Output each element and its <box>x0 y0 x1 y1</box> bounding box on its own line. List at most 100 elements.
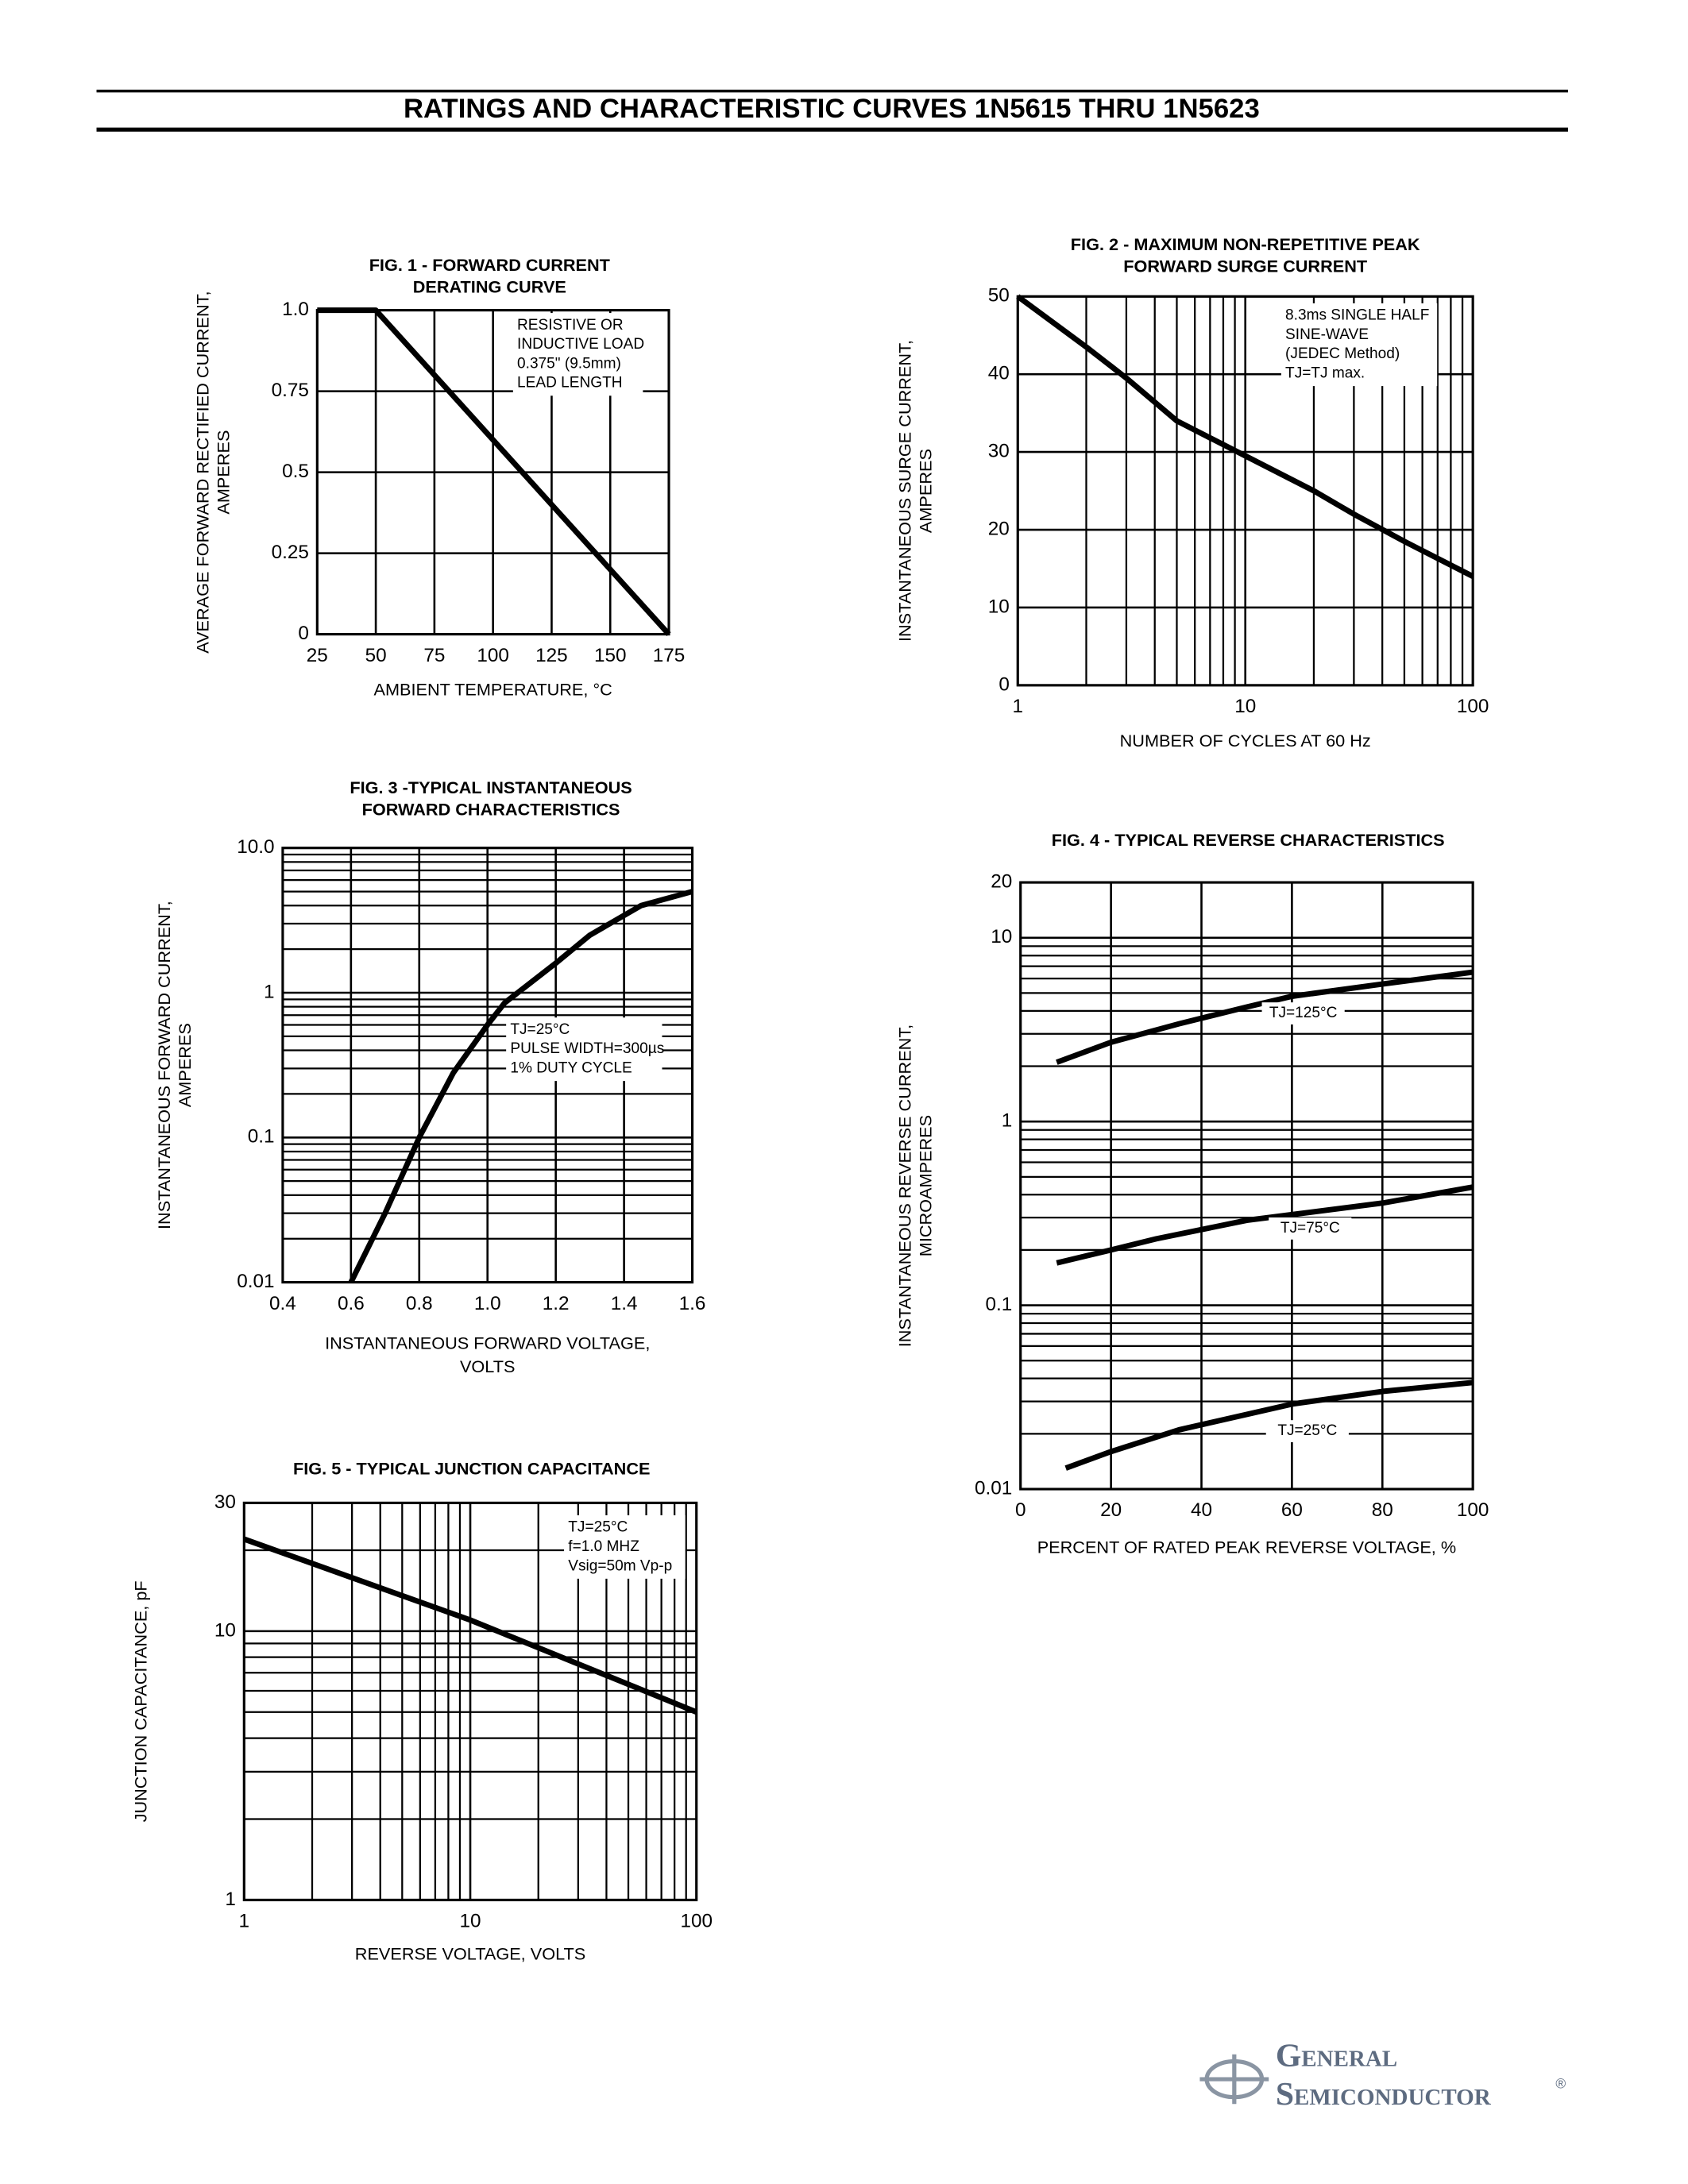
x-tick-label: 10 <box>1234 696 1256 717</box>
annotation: TJ=25°C <box>510 1021 570 1038</box>
x-tick-label: 150 <box>594 645 627 666</box>
annotation-box <box>564 1515 686 1579</box>
x-tick-label: 1.2 <box>543 1293 570 1314</box>
brand-line: Semiconductor <box>1276 2076 1492 2113</box>
y-tick-label: 30 <box>988 441 1010 462</box>
y-tick-label: 0.01 <box>237 1271 274 1292</box>
annotation: Vsig=50m Vp-p <box>568 1557 672 1574</box>
y-tick-label: 0.01 <box>975 1477 1012 1499</box>
curve <box>317 307 671 636</box>
annotation: 8.3ms SINGLE HALF <box>1285 307 1429 324</box>
y-axis-label: MICROAMPERES <box>915 1115 935 1256</box>
chart-title: FIG. 2 - MAXIMUM NON-REPETITIVE PEAK <box>1071 234 1420 254</box>
y-tick-label: 50 <box>988 285 1010 307</box>
x-tick-label: 0.6 <box>338 1293 365 1314</box>
x-tick-label: 0 <box>1015 1499 1026 1521</box>
y-tick-label: 10 <box>214 1619 236 1641</box>
x-axis-label: AMBIENT TEMPERATURE, °C <box>374 680 612 700</box>
y-tick-label: 10.0 <box>237 836 274 858</box>
annotation: f=1.0 MHZ <box>568 1538 639 1555</box>
annotation: SINE-WAVE <box>1285 326 1369 343</box>
x-tick-label: 1 <box>239 1911 250 1932</box>
chart-title: FIG. 4 - TYPICAL REVERSE CHARACTERISTICS <box>1052 830 1445 850</box>
y-tick-label: 10 <box>988 596 1010 617</box>
curve <box>1016 294 1474 579</box>
y-axis-label: AMPERES <box>915 449 935 533</box>
curve <box>243 1536 698 1715</box>
plot-frame <box>242 1501 698 1901</box>
plot-frame <box>1016 295 1474 687</box>
x-tick-label: 1.6 <box>679 1293 706 1314</box>
annotation: TJ=TJ max. <box>1285 365 1365 382</box>
curve <box>1056 969 1474 1065</box>
curve-label-box <box>1265 1420 1349 1442</box>
x-tick-label: 1 <box>1012 696 1023 717</box>
y-tick-label: 0.1 <box>248 1126 275 1148</box>
x-tick-label: 80 <box>1372 1499 1393 1521</box>
plot-frame <box>1019 881 1474 1491</box>
y-tick-label: 20 <box>991 871 1012 893</box>
y-axis-label: INSTANTANEOUS REVERSE CURRENT, <box>894 1024 914 1347</box>
y-tick-label: 1.0 <box>282 299 309 320</box>
y-axis-label: AVERAGE FORWARD RECTIFIED CURRENT, <box>193 291 213 653</box>
x-tick-label: 1.0 <box>474 1293 501 1314</box>
x-axis-label: NUMBER OF CYCLES AT 60 Hz <box>1120 731 1371 751</box>
x-tick-label: 125 <box>535 645 568 666</box>
x-tick-label: 75 <box>423 645 445 666</box>
annotation: 0.375" (9.5mm) <box>517 355 621 372</box>
x-tick-label: 0.4 <box>269 1293 296 1314</box>
x-axis-label: REVERSE VOLTAGE, VOLTS <box>355 1944 585 1964</box>
x-tick-label: 10 <box>459 1911 481 1932</box>
x-tick-label: 50 <box>365 645 387 666</box>
y-tick-label: 0 <box>298 623 309 644</box>
annotation: PULSE WIDTH=300µs <box>510 1040 664 1057</box>
x-tick-label: 100 <box>1457 1499 1489 1521</box>
plot-frame <box>281 847 694 1284</box>
curve-label-box <box>1261 1002 1345 1024</box>
curve-label: TJ=125°C <box>1269 1005 1338 1021</box>
y-axis-label: JUNCTION CAPACITANCE, pF <box>131 1580 151 1822</box>
chart-title: FIG. 3 -TYPICAL INSTANTANEOUS <box>350 778 632 797</box>
y-axis-label: AMPERES <box>214 430 234 515</box>
y-tick-label: 0.1 <box>986 1294 1013 1315</box>
curve-label-box <box>1269 1217 1352 1240</box>
x-tick-label: 1.4 <box>611 1293 638 1314</box>
y-tick-label: 1 <box>1002 1110 1013 1132</box>
x-tick-label: 0.8 <box>406 1293 433 1314</box>
y-tick-label: 0.75 <box>272 380 309 401</box>
annotation: LEAD LENGTH <box>517 375 623 392</box>
y-tick-label: 40 <box>988 363 1010 384</box>
y-axis-label: INSTANTANEOUS SURGE CURRENT, <box>894 340 914 642</box>
y-axis-label: AMPERES <box>175 1023 195 1107</box>
x-axis-label: PERCENT OF RATED PEAK REVERSE VOLTAGE, % <box>1037 1537 1456 1557</box>
annotation-box <box>1280 303 1438 387</box>
chart-title: FORWARD CHARACTERISTICS <box>362 800 620 820</box>
plot-frame <box>315 309 670 636</box>
x-tick-label: 100 <box>1457 696 1489 717</box>
x-axis-label: INSTANTANEOUS FORWARD VOLTAGE, <box>325 1333 650 1352</box>
registered-mark: ® <box>1555 2076 1566 2092</box>
logo-mark <box>1199 2054 1269 2105</box>
annotation-box <box>506 1017 662 1082</box>
chart-title: FIG. 5 - TYPICAL JUNCTION CAPACITANCE <box>293 1458 650 1478</box>
annotation: 1% DUTY CYCLE <box>510 1060 632 1077</box>
y-axis-label: INSTANTANEOUS FORWARD CURRENT, <box>154 901 174 1229</box>
curve-label: TJ=75°C <box>1280 1220 1340 1237</box>
curve <box>348 889 693 1284</box>
x-tick-label: 40 <box>1191 1499 1212 1521</box>
x-tick-label: 100 <box>680 1911 713 1932</box>
annotation-box <box>512 313 643 396</box>
chart-title: DERATING CURVE <box>413 277 566 297</box>
y-tick-label: 0.25 <box>272 542 309 563</box>
y-tick-label: 20 <box>988 518 1010 539</box>
x-tick-label: 175 <box>653 645 686 666</box>
y-tick-label: 1 <box>264 981 275 1002</box>
y-tick-label: 0 <box>999 673 1010 695</box>
page-title: RATINGS AND CHARACTERISTIC CURVES 1N5615… <box>404 94 1260 124</box>
annotation: TJ=25°C <box>568 1519 628 1536</box>
annotation: RESISTIVE OR <box>517 317 624 334</box>
y-tick-label: 10 <box>991 926 1012 947</box>
x-tick-label: 100 <box>477 645 509 666</box>
